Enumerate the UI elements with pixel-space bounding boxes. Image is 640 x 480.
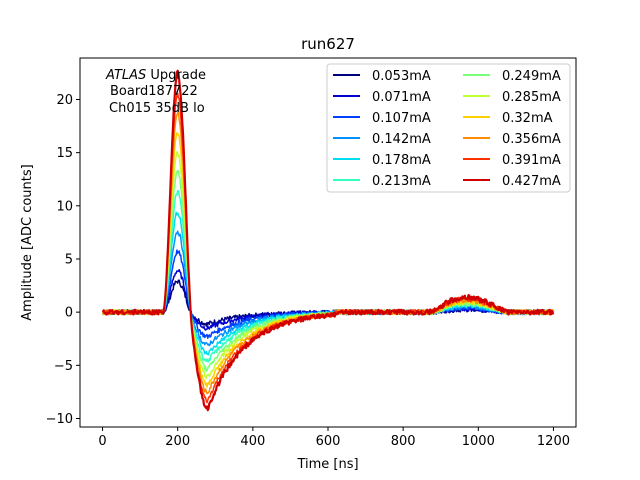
y-tick-label: −10 [46,412,73,427]
chart-title: run627 [301,35,355,53]
y-tick-label: 5 [65,252,73,267]
legend-label: 0.142mA [372,132,431,147]
legend-label: 0.285mA [502,90,561,105]
legend-box [326,63,571,193]
atlas-annotation: ATLAS Upgrade Board187722 Ch015 35dB lo [105,68,206,116]
legend: 0.053mA 0.071mA 0.107mA 0.142mA 0.178mA 0.213… [326,63,571,193]
annotation-atlas: ATLAS [105,68,146,83]
legend-label: 0.427mA [502,174,561,189]
legend-label: 0.391mA [502,153,561,168]
x-tick-label: 200 [165,434,190,449]
x-axis: 0 200 400 600 800 1000 1200 [98,427,570,449]
x-tick-label: 400 [240,434,265,449]
x-tick-label: 1000 [462,434,495,449]
series-line-0.427mA [102,69,555,412]
y-tick-label: −5 [54,359,73,374]
x-tick-label: 1200 [537,434,570,449]
y-tick-label: 20 [56,93,73,108]
y-axis: −10 −5 0 5 10 15 20 [46,93,80,427]
legend-label: 0.053mA [372,69,431,84]
legend-label: 0.107mA [372,111,431,126]
annotation-board: Board187722 [110,84,198,99]
series-layer [101,69,555,412]
x-tick-label: 600 [316,434,341,449]
legend-label: 0.213mA [372,174,431,189]
y-axis-title: Amplitude [ADC counts] [20,164,35,320]
legend-label: 0.071mA [372,90,431,105]
annotation-line-1: ATLAS Upgrade [105,68,206,83]
legend-label: 0.356mA [502,132,561,147]
y-tick-label: 15 [56,146,73,161]
x-axis-title: Time [ns] [296,457,358,472]
legend-label: 0.178mA [372,153,431,168]
legend-label: 0.32mA [502,111,553,126]
annotation-channel: Ch015 35dB lo [109,101,205,116]
x-tick-label: 0 [98,434,106,449]
legend-label: 0.249mA [502,69,561,84]
annotation-upgrade: Upgrade [146,68,206,83]
y-tick-label: 10 [56,199,73,214]
y-tick-label: 0 [65,306,73,321]
x-tick-label: 800 [391,434,416,449]
